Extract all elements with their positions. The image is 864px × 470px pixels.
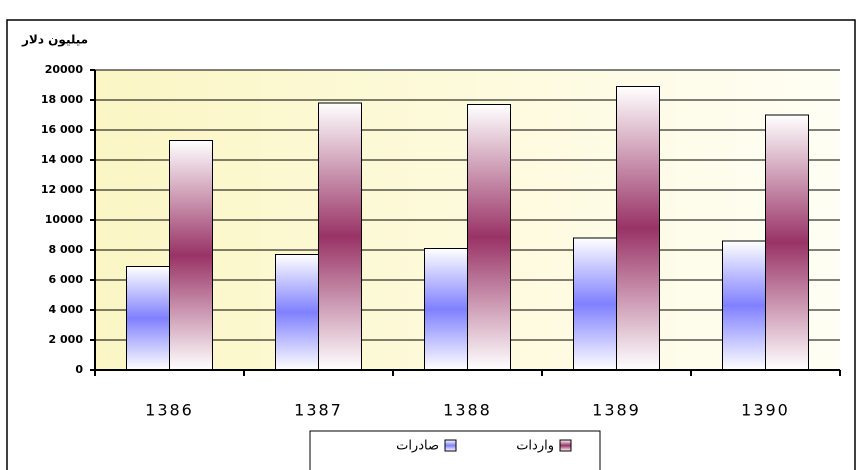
legend-label: واردات [516, 439, 554, 454]
legend-swatch [559, 439, 572, 452]
y-tick-label: 4 000 [49, 303, 84, 316]
bar [318, 102, 362, 371]
x-tick-label: 1387 [294, 401, 343, 420]
y-axis-title: میلیون دلار [21, 33, 88, 48]
legend-label: صادرات [396, 439, 439, 454]
x-tick-label: 1388 [443, 401, 492, 420]
y-tick-label: 8 000 [49, 243, 84, 256]
bar [169, 140, 213, 371]
y-tick-label: 14 000 [41, 153, 83, 166]
bar [616, 86, 660, 371]
bar [275, 254, 319, 371]
y-tick-label: 20000 [45, 63, 84, 76]
x-tick-label: 1389 [592, 401, 641, 420]
y-tick-label: 12 000 [41, 183, 83, 196]
y-tick-label: 18 000 [41, 93, 83, 106]
bar [424, 248, 468, 371]
x-tick-label: 1386 [145, 401, 194, 420]
y-tick-label: 10000 [45, 213, 84, 226]
legend-box [309, 430, 601, 470]
bar [126, 266, 170, 371]
bar [765, 114, 809, 371]
y-tick-label: 2 000 [49, 333, 84, 346]
y-tick-label: 16 000 [41, 123, 83, 136]
bar [467, 104, 511, 371]
y-tick-label: 0 [75, 363, 83, 376]
bar [722, 240, 766, 371]
y-tick-label: 6 000 [49, 273, 84, 286]
bar [573, 237, 617, 371]
x-tick-label: 1390 [741, 401, 790, 420]
legend-swatch [444, 439, 457, 452]
